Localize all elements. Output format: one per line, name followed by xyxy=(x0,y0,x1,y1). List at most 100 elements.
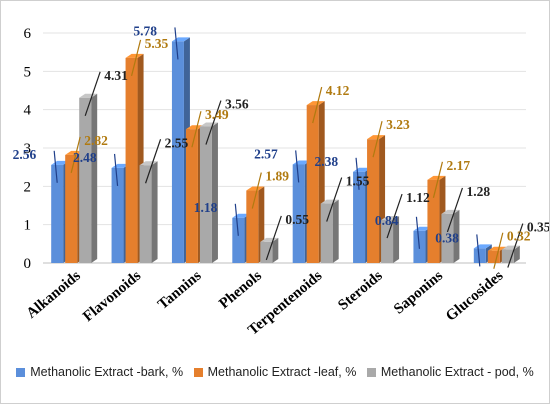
value-label-callout xyxy=(415,216,421,249)
value-label: 2.57 xyxy=(254,146,278,161)
y-tick-label: 1 xyxy=(24,218,32,234)
bar-top xyxy=(427,175,446,180)
value-label: 1.12 xyxy=(406,190,430,205)
bar-side xyxy=(332,199,339,263)
bar-side xyxy=(272,237,279,263)
bar xyxy=(199,126,212,264)
bar xyxy=(79,97,92,264)
bar-side xyxy=(453,209,460,263)
value-label-callout xyxy=(234,203,239,236)
value-label: 1.18 xyxy=(194,200,218,215)
bar-side xyxy=(393,216,400,263)
bar xyxy=(441,213,454,263)
value-label-callout xyxy=(355,157,360,190)
value-label: 0.84 xyxy=(375,213,399,228)
value-label-callout xyxy=(53,150,58,183)
y-tick-label: 0 xyxy=(24,256,32,272)
value-label-callout xyxy=(251,172,262,209)
value-label: 4.31 xyxy=(104,68,128,83)
legend-swatch-pod xyxy=(366,367,376,377)
value-labels: 2.56 2.82 4.31 2.48 5.35 2.55 5.78 3.493.56 1.18… xyxy=(13,23,549,245)
value-label: 3.56 xyxy=(225,97,249,112)
category-label: Alkanoids xyxy=(24,268,84,322)
value-label: 0.35 xyxy=(527,220,549,235)
value-label-callout xyxy=(432,161,444,198)
value-label: 3.23 xyxy=(386,117,410,132)
value-label: 2.55 xyxy=(165,135,189,150)
bar xyxy=(111,167,124,263)
bar-top xyxy=(487,246,506,251)
bar xyxy=(125,57,138,263)
value-label-callout xyxy=(493,232,504,269)
bar xyxy=(427,179,440,263)
value-label: 3.49 xyxy=(205,107,229,122)
y-tick-label: 3 xyxy=(24,141,32,157)
bar xyxy=(292,164,305,263)
category-label: Tannins xyxy=(155,268,205,313)
value-label: 1.89 xyxy=(265,169,289,184)
legend: Methanolic Extract -bark, % Methanolic E… xyxy=(11,357,539,387)
bar-chart-plot: 0 1 2 3 4 5 6 2.56 2.82 4.31 2.48 5.35 2.55 5.78 3.49… xyxy=(13,23,549,339)
value-label: 1.55 xyxy=(346,174,370,189)
legend-label-bark: Methanolic Extract -bark, % xyxy=(30,365,184,379)
bar xyxy=(353,171,366,263)
value-label-callout xyxy=(174,27,179,60)
value-label: 5.78 xyxy=(133,23,157,38)
value-label: 0.55 xyxy=(285,212,309,227)
bar xyxy=(65,154,78,263)
bar xyxy=(260,241,273,263)
bars xyxy=(51,37,520,264)
bar-top xyxy=(65,150,84,155)
bar xyxy=(139,165,152,263)
y-tick-label: 5 xyxy=(24,64,32,80)
category-label: Glucosides xyxy=(443,268,506,325)
bar xyxy=(232,217,245,263)
bar-top xyxy=(125,53,144,58)
legend-item-pod: Methanolic Extract - pod, % xyxy=(366,365,534,379)
bar xyxy=(320,203,333,263)
bar-side xyxy=(211,122,218,264)
category-label: Saponins xyxy=(391,268,446,318)
bar xyxy=(185,129,198,263)
value-label-callout xyxy=(295,150,300,183)
value-label: 2.38 xyxy=(314,154,338,169)
value-label-callout xyxy=(144,139,162,184)
bar-side xyxy=(151,161,158,263)
value-label: 2.48 xyxy=(73,150,97,165)
bar xyxy=(473,248,486,263)
value-label-callout xyxy=(113,153,119,186)
value-label: 0.32 xyxy=(507,229,531,244)
value-label-callout xyxy=(446,187,464,233)
bar-top xyxy=(306,101,325,106)
value-label-callout xyxy=(130,39,142,77)
value-label-callout xyxy=(265,215,282,261)
value-label: 2.82 xyxy=(84,133,108,148)
value-label: 0.38 xyxy=(435,230,459,245)
bar xyxy=(306,105,319,263)
y-tick-label: 2 xyxy=(24,179,32,195)
category-label: Steroids xyxy=(335,268,385,314)
value-label-callouts xyxy=(53,27,524,269)
bar-side xyxy=(513,245,520,263)
category-label: Phenols xyxy=(216,268,265,313)
legend-label-pod: Methanolic Extract - pod, % xyxy=(380,365,534,379)
legend-item-bark: Methanolic Extract -bark, % xyxy=(16,365,183,379)
value-label-callout xyxy=(312,86,323,124)
bar xyxy=(51,164,64,263)
bar-side xyxy=(91,93,98,264)
category-label: Flavonoids xyxy=(80,268,144,325)
value-label-callout xyxy=(372,121,383,158)
value-label-callout xyxy=(191,111,202,148)
value-label-callout xyxy=(70,136,81,174)
y-tick-label: 6 xyxy=(24,26,32,42)
legend-swatch-leaf xyxy=(193,367,203,377)
value-label-callout xyxy=(205,100,222,145)
value-label: 2.56 xyxy=(13,147,37,162)
value-label-callout xyxy=(507,223,524,268)
value-label: 2.17 xyxy=(446,158,470,173)
value-label-callout xyxy=(326,177,343,222)
value-label-callout xyxy=(386,193,403,239)
value-label: 5.35 xyxy=(145,36,169,51)
